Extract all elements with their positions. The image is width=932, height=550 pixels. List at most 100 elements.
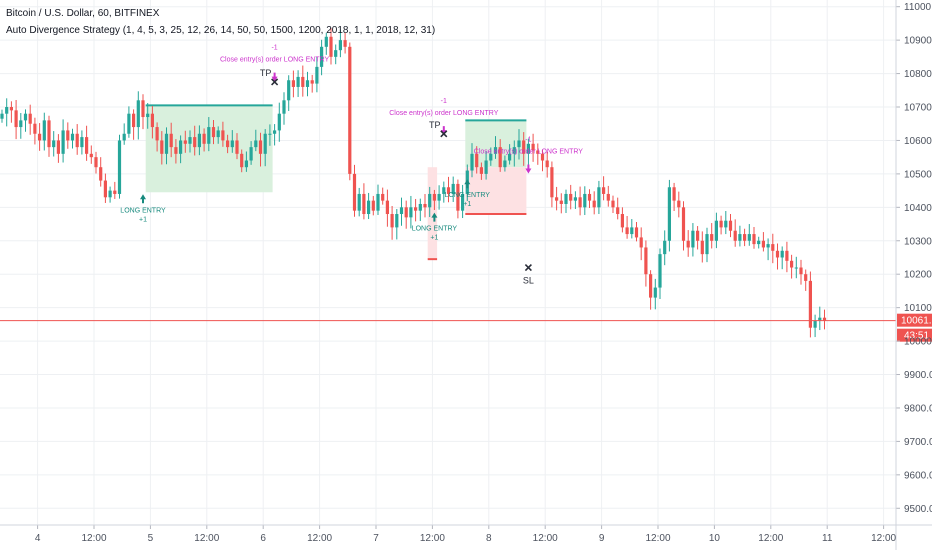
candle xyxy=(188,130,192,153)
candle-body xyxy=(211,127,216,138)
candle-body xyxy=(155,127,159,141)
arrow-up-icon xyxy=(431,212,438,222)
bar-countdown: 43:51 xyxy=(904,331,929,342)
candle xyxy=(371,195,375,216)
candle-body xyxy=(522,140,526,154)
y-tick-label: 10600.0 xyxy=(904,136,932,147)
candle-body xyxy=(686,240,690,248)
x-tick-label: 9 xyxy=(599,533,605,544)
candle xyxy=(108,186,112,203)
price-axis[interactable]: 9500.0 9600.0 9700.0 9800.0 9900.0 10000.0 101… xyxy=(895,0,932,550)
candles xyxy=(0,28,827,338)
candle xyxy=(136,91,140,140)
candle xyxy=(710,223,714,249)
candle-body xyxy=(103,180,107,198)
candle xyxy=(620,207,624,233)
candle xyxy=(780,246,784,270)
candle-body xyxy=(235,140,239,154)
candle-body xyxy=(19,120,23,128)
candle-body xyxy=(785,250,789,261)
candle xyxy=(446,176,451,203)
candle-body xyxy=(540,153,545,161)
candle xyxy=(587,189,592,208)
y-tick-label: 9600.0 xyxy=(904,470,932,481)
candle-body xyxy=(207,127,211,144)
candle xyxy=(221,121,225,147)
candle-body xyxy=(99,167,103,181)
candle xyxy=(216,126,220,144)
candle-body xyxy=(606,193,610,201)
candle xyxy=(334,44,338,65)
candle xyxy=(207,117,211,152)
candle xyxy=(573,191,577,209)
candle-body xyxy=(766,244,770,248)
candle-body xyxy=(23,113,28,121)
candle-body xyxy=(66,130,70,141)
candle-body xyxy=(714,220,718,241)
candle xyxy=(771,233,775,264)
candle-body xyxy=(14,110,18,128)
candle-body xyxy=(197,133,201,148)
candle-body xyxy=(503,160,507,168)
candle-body xyxy=(315,66,319,84)
candle xyxy=(484,151,488,180)
candle xyxy=(282,92,286,125)
candle-body xyxy=(33,123,37,134)
candle xyxy=(42,112,46,151)
x-tick-label: 12:00 xyxy=(81,533,106,544)
candle-body xyxy=(305,80,310,87)
candle xyxy=(658,248,662,299)
candle-body xyxy=(705,234,709,255)
candle-body xyxy=(240,153,244,168)
candle-body xyxy=(804,274,808,281)
candle xyxy=(794,256,798,279)
candle-body xyxy=(268,133,272,135)
candle-body xyxy=(263,133,267,154)
candle-body xyxy=(258,140,263,154)
candle xyxy=(555,186,559,211)
candle-body xyxy=(193,137,197,148)
candle-body xyxy=(569,193,573,201)
candle-body xyxy=(446,187,451,194)
candle xyxy=(470,143,474,178)
candle-body xyxy=(677,200,681,208)
candle-body xyxy=(757,240,761,245)
candle-body xyxy=(587,193,592,201)
candle xyxy=(634,222,639,242)
candle-body xyxy=(409,207,413,218)
candle xyxy=(329,28,333,65)
chart-grid xyxy=(0,0,896,525)
candle-body xyxy=(291,80,295,87)
candle-body xyxy=(780,250,784,258)
candle-body xyxy=(169,133,173,148)
candle-body xyxy=(559,200,563,204)
time-axis[interactable]: 4 12:00 5 12:00 6 12:00 7 12:00 8 12:00 9 12:00 10 12… xyxy=(0,524,932,544)
candle-body xyxy=(672,187,676,201)
candle xyxy=(493,136,498,159)
candle xyxy=(583,186,587,216)
candle xyxy=(395,208,399,240)
candle-body xyxy=(395,214,399,228)
candle xyxy=(362,183,366,220)
candle-body xyxy=(230,140,234,148)
candle xyxy=(540,149,545,172)
last-price-badge xyxy=(897,313,932,327)
candle-body xyxy=(526,143,530,154)
countdown-badge xyxy=(897,328,932,342)
candle xyxy=(696,226,700,250)
candle xyxy=(226,134,230,154)
candle-body xyxy=(475,153,479,168)
close-entry-marker: -1 Close entry(s) order LONG ENTRY xyxy=(220,45,330,82)
candle xyxy=(611,195,615,214)
candle-body xyxy=(367,200,371,215)
candle-body xyxy=(352,173,357,211)
candle xyxy=(14,99,18,140)
candle-body xyxy=(550,167,554,198)
candle-body xyxy=(117,140,122,194)
candle-body xyxy=(728,220,733,231)
y-tick-label: 10700.0 xyxy=(904,103,932,114)
strategy-label[interactable]: Auto Divergence Strategy (1, 4, 5, 3, 25… xyxy=(6,25,436,36)
candle xyxy=(89,145,93,164)
